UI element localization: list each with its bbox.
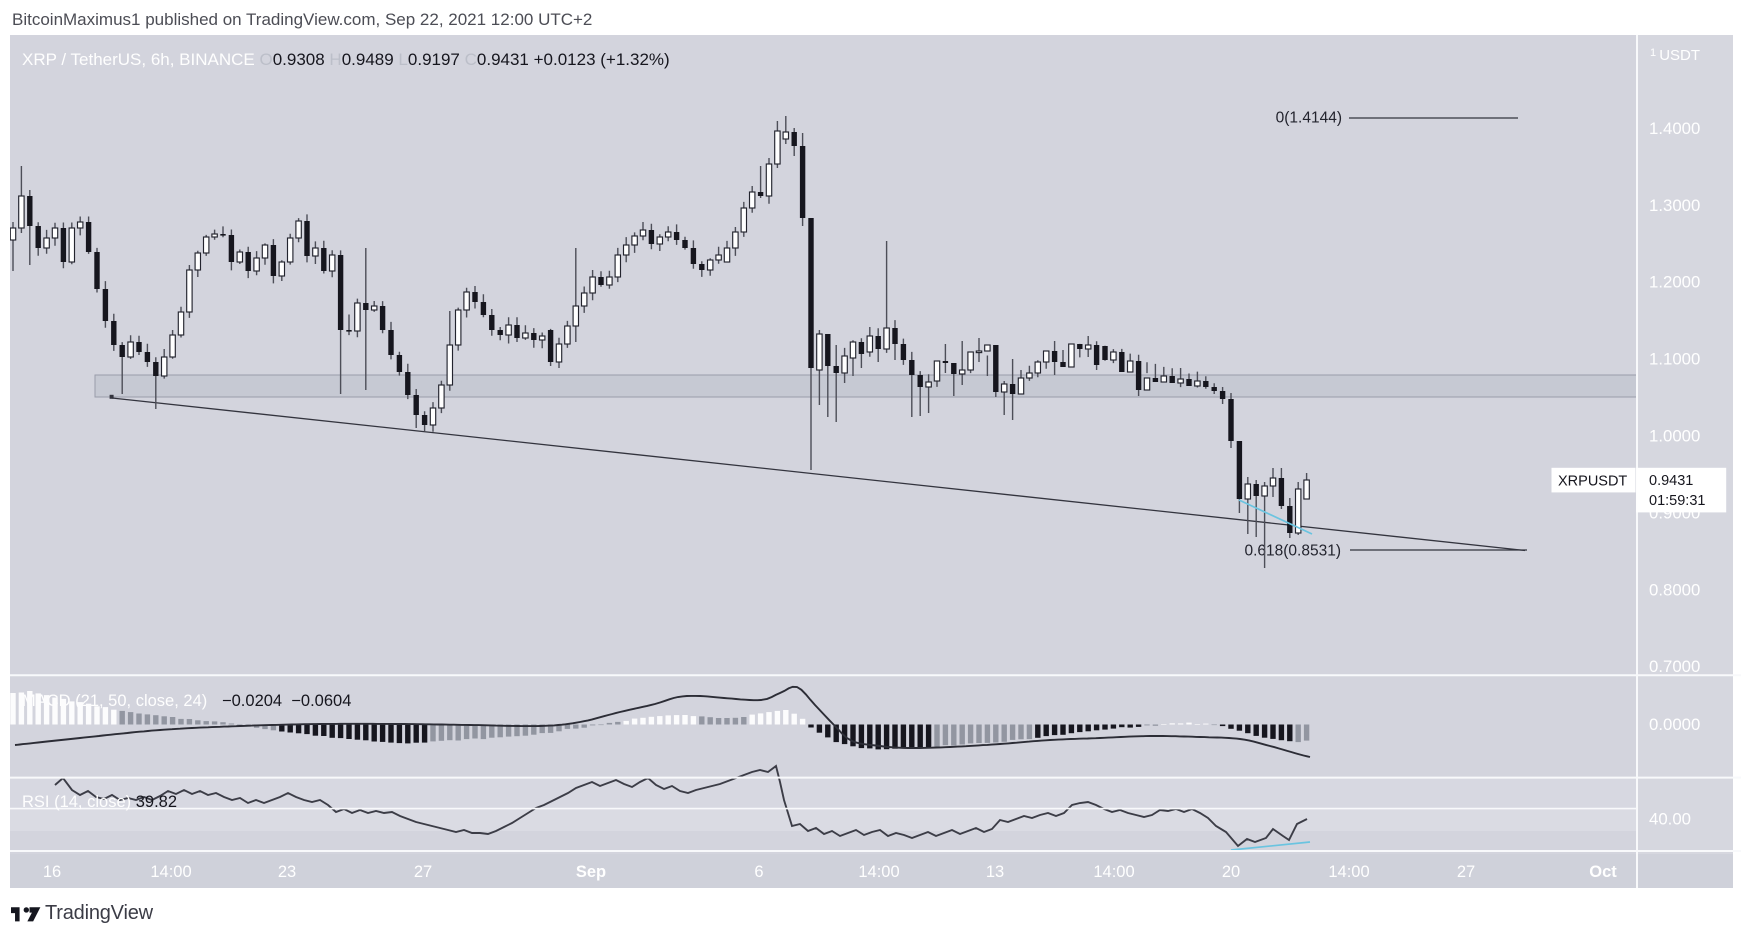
svg-text:6: 6 bbox=[754, 863, 763, 881]
svg-text:−0.0204 −0.0604: −0.0204 −0.0604 bbox=[222, 692, 351, 710]
svg-text:1.0000: 1.0000 bbox=[1649, 427, 1700, 446]
svg-text:20: 20 bbox=[1222, 863, 1240, 881]
svg-text:1.2000: 1.2000 bbox=[1649, 273, 1700, 292]
svg-text:14:00: 14:00 bbox=[858, 863, 899, 881]
svg-text:0.7000: 0.7000 bbox=[1649, 657, 1700, 676]
svg-text:1.4000: 1.4000 bbox=[1649, 119, 1700, 138]
svg-text:27: 27 bbox=[414, 863, 432, 881]
svg-text:0.618(0.8531): 0.618(0.8531) bbox=[1244, 543, 1341, 560]
svg-text:0.0000: 0.0000 bbox=[1649, 715, 1700, 734]
svg-text:MACD (21, 50, close, 24): MACD (21, 50, close, 24) bbox=[22, 692, 207, 710]
svg-text:1.3000: 1.3000 bbox=[1649, 196, 1700, 215]
svg-text:1.1000: 1.1000 bbox=[1649, 350, 1700, 369]
svg-text:23: 23 bbox=[278, 863, 296, 881]
svg-text:1 USDT: 1 USDT bbox=[1650, 47, 1700, 64]
svg-text:0.8000: 0.8000 bbox=[1649, 580, 1700, 599]
svg-text:Sep: Sep bbox=[576, 863, 606, 881]
svg-text:16: 16 bbox=[43, 863, 61, 881]
svg-text:40.00: 40.00 bbox=[1649, 810, 1691, 829]
svg-text:XRP / TetherUS, 6h, BINANCE O0: XRP / TetherUS, 6h, BINANCE O0.9308 H0.9… bbox=[22, 50, 670, 69]
svg-text:0(1.4144): 0(1.4144) bbox=[1276, 110, 1342, 127]
svg-text:14:00: 14:00 bbox=[150, 863, 191, 881]
svg-text:01:59:31: 01:59:31 bbox=[1649, 493, 1705, 509]
svg-text:XRPUSDT: XRPUSDT bbox=[1558, 474, 1627, 490]
svg-text:14:00: 14:00 bbox=[1093, 863, 1134, 881]
svg-text:RSI (14, close) 39.82: RSI (14, close) 39.82 bbox=[22, 793, 177, 811]
svg-text:0.9431: 0.9431 bbox=[1649, 473, 1693, 489]
svg-text:Oct: Oct bbox=[1589, 863, 1617, 881]
svg-text:14:00: 14:00 bbox=[1328, 863, 1369, 881]
svg-text:13: 13 bbox=[986, 863, 1004, 881]
svg-text:27: 27 bbox=[1457, 863, 1475, 881]
